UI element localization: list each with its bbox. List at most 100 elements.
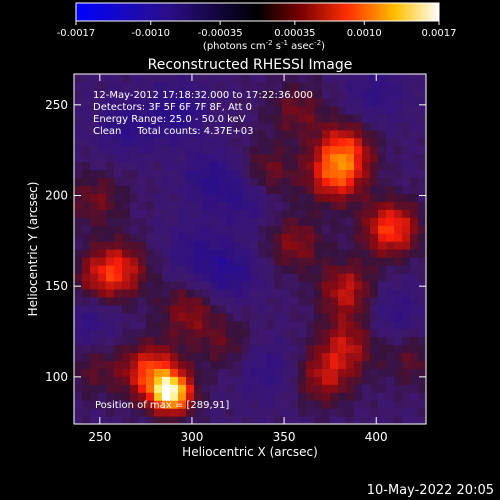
heatmap-cell	[402, 304, 411, 314]
heatmap-cell	[298, 161, 307, 171]
heatmap-cell	[274, 233, 283, 242]
heatmap-cell	[274, 201, 283, 210]
heatmap-cell	[194, 233, 203, 242]
heatmap-cell	[346, 121, 355, 131]
heatmap-cell	[202, 368, 211, 377]
heatmap-cell	[234, 400, 243, 409]
heatmap-cell	[322, 81, 331, 91]
heatmap-cell	[314, 145, 323, 155]
heatmap-cell	[394, 312, 403, 322]
heatmap-cell	[98, 408, 107, 417]
heatmap-cell	[194, 400, 203, 409]
heatmap-cell	[114, 97, 123, 107]
heatmap-cell	[162, 312, 171, 322]
heatmap-cell	[282, 320, 291, 330]
heatmap-cell	[338, 105, 347, 115]
heatmap-cell	[194, 288, 203, 298]
heatmap-cell	[258, 209, 267, 218]
heatmap-cell	[162, 336, 171, 346]
heatmap-cell	[258, 336, 267, 346]
heatmap-cell	[346, 209, 355, 218]
heatmap-cell	[290, 368, 299, 377]
heatmap-cell	[410, 193, 419, 202]
heatmap-cell	[194, 328, 203, 338]
heatmap-cell	[306, 193, 315, 202]
heatmap-cell	[258, 376, 267, 385]
heatmap-cell	[90, 336, 99, 346]
heatmap-cell	[354, 272, 363, 282]
heatmap-cell	[234, 225, 243, 234]
heatmap-cell	[194, 272, 203, 282]
heatmap-cell	[298, 376, 307, 385]
heatmap-cell	[178, 129, 187, 139]
heatmap-cell	[194, 280, 203, 290]
heatmap-cell	[290, 280, 299, 290]
heatmap-cell	[258, 296, 267, 306]
heatmap-cell	[370, 145, 379, 155]
heatmap-cell	[362, 416, 371, 425]
heatmap-cell	[242, 105, 251, 115]
heatmap-cell	[266, 121, 275, 131]
heatmap-cell	[362, 304, 371, 314]
heatmap-cell	[346, 296, 355, 306]
heatmap-cell	[226, 89, 235, 99]
heatmap-cell	[106, 161, 115, 171]
heatmap-cell	[298, 304, 307, 314]
heatmap-cell	[130, 137, 139, 147]
heatmap-cell	[330, 241, 339, 250]
heatmap-cell	[362, 408, 371, 417]
heatmap-cell	[258, 185, 267, 194]
heatmap-cell	[354, 97, 363, 107]
heatmap-cell	[178, 113, 187, 123]
heatmap-cell	[330, 129, 339, 139]
heatmap-cell	[330, 233, 339, 242]
heatmap-cell	[306, 256, 315, 266]
heatmap-cell	[186, 201, 195, 210]
heatmap-cell	[234, 161, 243, 171]
heatmap-cell	[266, 74, 275, 83]
heatmap-cell	[354, 129, 363, 139]
heatmap-cell	[194, 121, 203, 131]
heatmap-cell	[258, 169, 267, 179]
heatmap-cell	[410, 153, 419, 163]
heatmap-cell	[322, 352, 331, 361]
heatmap-cell	[386, 161, 395, 171]
heatmap-cell	[74, 81, 83, 91]
heatmap-cell	[266, 169, 275, 179]
heatmap-cell	[290, 344, 299, 354]
heatmap-cell	[250, 368, 259, 377]
heatmap-cell	[106, 400, 115, 409]
heatmap-cell	[338, 368, 347, 377]
heatmap-cell	[266, 249, 275, 258]
heatmap-cell	[114, 81, 123, 91]
heatmap-cell	[418, 376, 427, 385]
heatmap-cell	[130, 384, 139, 393]
heatmap-cell	[282, 249, 291, 258]
heatmap-cell	[170, 121, 179, 131]
heatmap-cell	[242, 201, 251, 210]
heatmap-cell	[194, 105, 203, 115]
heatmap-cell	[82, 185, 91, 194]
heatmap-cell	[386, 256, 395, 266]
heatmap-cell	[90, 201, 99, 210]
heatmap-cell	[194, 217, 203, 226]
heatmap-cell	[226, 272, 235, 282]
heatmap-cell	[90, 256, 99, 266]
heatmap-cell	[394, 153, 403, 163]
heatmap-cell	[402, 97, 411, 107]
heatmap-cell	[122, 89, 131, 99]
heatmap-cell	[330, 81, 339, 91]
heatmap-cell	[146, 177, 155, 186]
heatmap-cell	[98, 392, 107, 401]
heatmap-cell	[386, 280, 395, 290]
heatmap-cell	[146, 241, 155, 250]
heatmap-cell	[354, 336, 363, 346]
heatmap-cell	[194, 344, 203, 354]
heatmap-cell	[418, 328, 427, 338]
heatmap-cell	[154, 328, 163, 338]
heatmap-cell	[74, 113, 83, 123]
heatmap-cell	[298, 129, 307, 139]
heatmap-cell	[146, 249, 155, 258]
heatmap-cell	[418, 209, 427, 218]
heatmap-cell	[378, 312, 387, 322]
